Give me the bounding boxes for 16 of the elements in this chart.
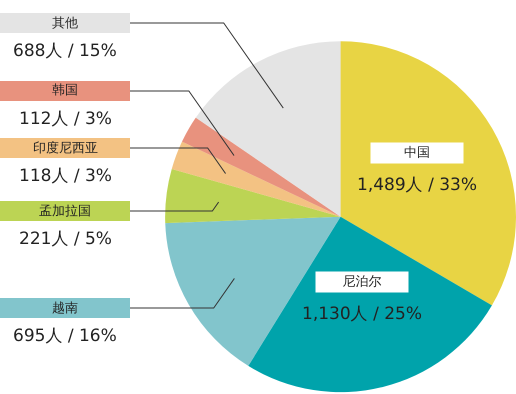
data-label: 112人 / 3%: [19, 109, 112, 129]
legend-label: 印度尼西亚: [33, 140, 98, 156]
pie-slice: [248, 216, 492, 392]
data-label: 688人 / 15%: [13, 41, 117, 61]
data-label: 695人 / 16%: [13, 326, 117, 346]
slice-label: 中国: [404, 146, 430, 160]
data-label: 221人 / 5%: [19, 229, 112, 249]
data-label: 1,489人 / 33%: [357, 175, 477, 195]
data-label: 118人 / 3%: [19, 166, 112, 186]
data-label: 1,130人 / 25%: [302, 304, 422, 324]
pie-slice: [172, 142, 341, 217]
pie-slice: [182, 118, 341, 217]
pie-slice: [165, 168, 341, 224]
pie-slice: [340, 41, 516, 306]
slice-label: 尼泊尔: [342, 274, 382, 290]
pie-slice: [196, 41, 341, 217]
